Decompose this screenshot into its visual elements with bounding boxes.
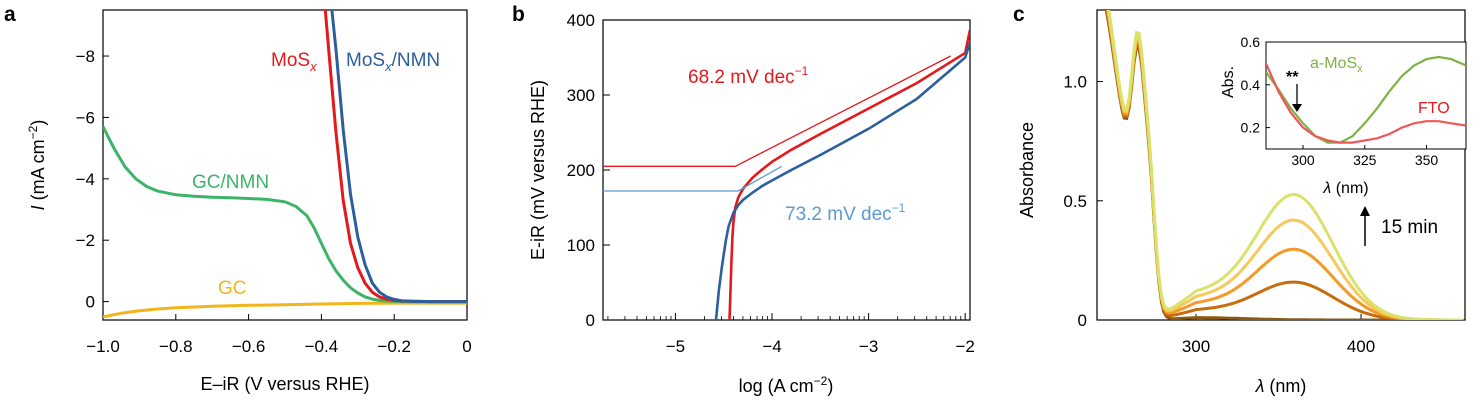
panel-a-xtick-label: 0: [462, 337, 471, 356]
panel-c-xlabel: λ (nm): [1255, 376, 1307, 396]
panel-a-xlabel: E–iR (V versus RHE): [200, 374, 369, 394]
panel-c-chart: 300 400 0 0.5 1.0 15 min λ (nm) Absorbance 3…: [1017, 9, 1467, 396]
label-mosx-nmn: MoSx/NMN: [346, 50, 440, 74]
panel-a-ytick-label: −2: [76, 231, 95, 250]
panel-a-ytick-label: −8: [76, 47, 95, 66]
panel-c-ytick-label: 0: [1078, 311, 1087, 330]
panel-a-series-3: [103, 301, 467, 319]
panel-label-a: a: [4, 3, 16, 26]
inset-label-amosx: a-MoSx: [1310, 55, 1363, 75]
panel-b-ytick-label: 100: [567, 236, 595, 255]
tafel-slope-red: 68.2 mV dec−1: [688, 64, 809, 88]
panel-a-xtick-label: −1.0: [86, 337, 120, 356]
panel-b-chart: −5 −4 −3 −2 0 100 200 300 400 68.2 mV dec−1 73.2…: [528, 11, 975, 396]
inset-chart: 300 325 350 0.2 0.4 0.6 a-MoSx FTO ** Abs. λ …: [1220, 34, 1467, 197]
inset-xtick-label: 325: [1353, 152, 1377, 168]
time-arrow-icon: [1360, 206, 1370, 246]
inset-series-0: [1266, 55, 1466, 144]
panel-b-fit-line-2: [603, 55, 951, 167]
panel-c-xtick-label: 300: [1182, 337, 1210, 356]
panel-label-b: b: [512, 3, 525, 26]
panel-b-ytick-label: 400: [567, 11, 595, 30]
panel-a-ylabel: I (mA cm−2): [26, 120, 48, 211]
panel-a-series-1: [330, 10, 467, 304]
panel-a-xtick-label: −0.6: [232, 337, 266, 356]
inset-xlabel: λ (nm): [1322, 180, 1368, 197]
panel-b-ytick-label: 300: [567, 86, 595, 105]
panel-a-chart: −1.0 −0.8 −0.6 −0.4 −0.2 0 −8 −6 −4 −2 0 MoSx MoSx…: [26, 9, 472, 394]
tafel-slope-blue: 73.2 mV dec−1: [785, 201, 906, 225]
panel-b-series-0: [728, 29, 970, 320]
panel-a-ytick-label: −6: [76, 108, 95, 127]
panel-b-xtick-label: −4: [762, 337, 781, 356]
panel-c-ytick-label: 0.5: [1063, 192, 1087, 211]
panel-a-ytick-label: −4: [76, 170, 95, 189]
label-gc-nmn: GC/NMN: [192, 172, 269, 193]
inset-xtick-label: 300: [1291, 152, 1315, 168]
panel-c-xtick-label: 400: [1347, 337, 1375, 356]
panel-b-ytick-label: 0: [586, 311, 595, 330]
panel-a-series-0: [323, 10, 467, 304]
panel-a-ytick-label: 0: [86, 293, 95, 312]
inset-frame: [1265, 41, 1467, 150]
panel-c-ylabel: Absorbance: [1017, 122, 1037, 218]
panel-a-frame: [102, 9, 468, 321]
label-mosx: MoSx: [271, 50, 317, 74]
panel-label-c: c: [1013, 3, 1025, 26]
panel-a-series-2: [103, 125, 467, 304]
panel-a-xtick-label: −0.2: [377, 337, 411, 356]
inset-ytick-label: 0.2: [1241, 120, 1261, 136]
label-gc: GC: [218, 278, 247, 299]
inset-xtick-label: 350: [1415, 152, 1439, 168]
panel-b-xtick-label: −5: [666, 337, 685, 356]
panel-b-ytick-label: 200: [567, 161, 595, 180]
panel-b-series-1: [714, 42, 970, 320]
panel-b-fit-line-3: [603, 165, 783, 192]
panel-c-ytick-label: 1.0: [1063, 73, 1087, 92]
inset-ytick-label: 0.4: [1241, 77, 1261, 93]
panel-a-xtick-label: −0.4: [305, 337, 339, 356]
panel-c-series-4: [1107, 10, 1464, 320]
panel-b-xtick-label: −3: [859, 337, 878, 356]
panel-b-frame: [602, 19, 971, 321]
inset-significance-marker: **: [1286, 69, 1299, 86]
panel-b-xtick-label: −2: [955, 337, 974, 356]
inset-ytick-label: 0.6: [1241, 34, 1261, 50]
inset-label-fto: FTO: [1418, 100, 1450, 117]
panel-b-ylabel: E-iR (mV versus RHE): [528, 80, 548, 260]
inset-series-1: [1266, 62, 1466, 144]
panel-a-xtick-label: −0.8: [159, 337, 193, 356]
inset-ylabel: Abs.: [1220, 66, 1237, 98]
panel-b-xlabel: log (A cm−2): [739, 374, 834, 396]
inset-arrow-icon: [1292, 84, 1302, 112]
time-label: 15 min: [1381, 217, 1438, 238]
